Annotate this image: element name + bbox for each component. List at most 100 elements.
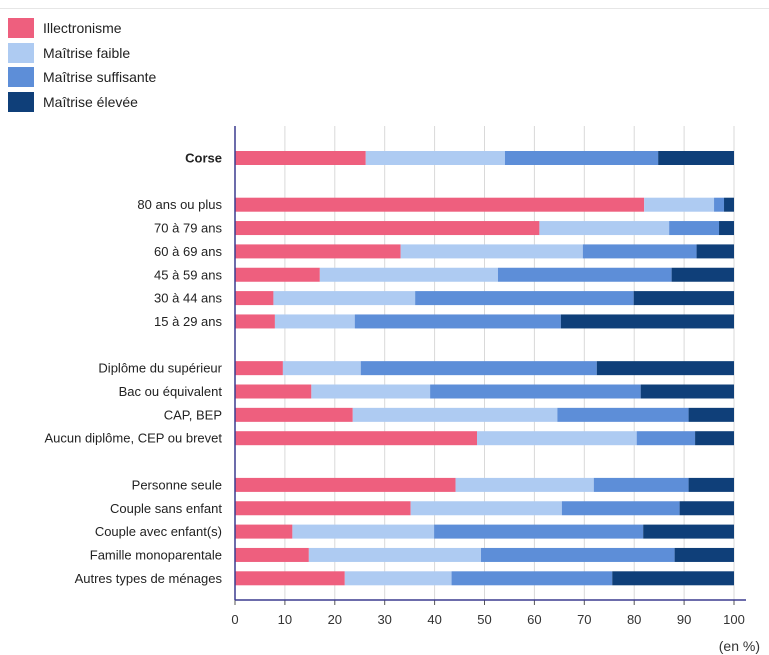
x-tick-label: 80 (627, 612, 641, 627)
bar-segment-3 (669, 221, 720, 236)
bar-segment-3 (557, 407, 689, 422)
x-tick-label: 10 (278, 612, 292, 627)
chart-legend: Illectronisme Maîtrise faible Maîtrise s… (8, 16, 156, 114)
legend-label: Maîtrise élevée (43, 93, 138, 110)
bar-segment-3 (451, 571, 613, 586)
bar-segment-2 (274, 314, 355, 329)
bar-segment-2 (308, 547, 482, 562)
bar-segment-2 (292, 524, 435, 539)
bar-segment-4 (719, 221, 734, 236)
bar-segment-4 (596, 361, 734, 376)
category-label: Diplôme du supérieur (98, 361, 222, 376)
bar-segment-4 (643, 524, 734, 539)
category-label: 70 à 79 ans (154, 221, 222, 236)
bar-segment-4 (674, 547, 734, 562)
legend-swatch (8, 42, 34, 63)
legend-item-maitrise-faible: Maîtrise faible (8, 41, 156, 66)
axis-layer (234, 126, 746, 605)
bar-segment-1 (235, 151, 366, 165)
bar-segment-4 (640, 384, 734, 399)
legend-swatch (8, 91, 34, 112)
x-tick-label: 20 (328, 612, 342, 627)
bar-segment-1 (235, 197, 645, 212)
bar-segment-2 (539, 221, 670, 236)
bar-segment-4 (612, 571, 734, 586)
bar-segment-1 (235, 501, 411, 516)
legend-item-maitrise-elevee: Maîtrise élevée (8, 90, 156, 115)
bar-segment-2 (400, 244, 583, 259)
bar-segment-3 (360, 361, 597, 376)
bar-segment-4 (560, 314, 734, 329)
category-label: 80 ans ou plus (137, 197, 222, 212)
bar-segment-3 (430, 384, 641, 399)
labels-layer: 0 10 20 30 40 50 60 70 80 90 100 Corse 80 ans ou plu… (44, 151, 744, 628)
bar-segment-3 (561, 501, 680, 516)
category-label: Bac ou équivalent (119, 384, 223, 399)
bar-segment-2 (477, 431, 637, 446)
category-label: Famille monoparentale (90, 547, 222, 562)
bar-segment-3 (582, 244, 697, 259)
bar-segment-3 (593, 477, 689, 492)
bar-segment-4 (679, 501, 734, 516)
bar-segment-2 (311, 384, 431, 399)
bar-segment-1 (235, 431, 478, 446)
category-label: 45 à 59 ans (154, 267, 222, 282)
x-tick-label: 50 (477, 612, 491, 627)
bar-segment-1 (235, 477, 456, 492)
bar-segment-1 (235, 524, 293, 539)
bar-segment-2 (644, 197, 715, 212)
top-divider (0, 8, 769, 9)
bar-segment-2 (282, 361, 361, 376)
category-label: 15 à 29 ans (154, 314, 222, 329)
bar-segment-2 (410, 501, 562, 516)
bar-segment-3 (415, 291, 634, 306)
category-label: Autres types de ménages (75, 571, 223, 586)
legend-label: Illectronisme (43, 20, 122, 37)
bar-segment-4 (688, 407, 734, 422)
category-label: 60 à 69 ans (154, 244, 222, 259)
bar-segment-4 (633, 291, 734, 306)
bar-segment-1 (235, 384, 312, 399)
bar-segment-3 (497, 267, 672, 282)
bar-segment-2 (455, 477, 594, 492)
bar-segment-1 (235, 314, 275, 329)
bar-segment-1 (235, 221, 540, 236)
bar-segment-2 (319, 267, 498, 282)
category-label: Personne seule (132, 477, 222, 492)
x-tick-label: 30 (377, 612, 391, 627)
x-tick-label: 60 (527, 612, 541, 627)
unit-label: (en %) (719, 638, 760, 654)
category-label: Couple avec enfant(s) (95, 524, 222, 539)
bar-segment-1 (235, 407, 353, 422)
bar-segment-4 (724, 197, 734, 212)
x-tick-label: 70 (577, 612, 591, 627)
bar-segment-2 (273, 291, 416, 306)
bar-segment-4 (671, 267, 734, 282)
bar-segment-3 (636, 431, 696, 446)
x-tick-label: 0 (231, 612, 238, 627)
bar-segment-1 (235, 291, 274, 306)
bar-segment-4 (696, 244, 734, 259)
legend-item-illectronisme: Illectronisme (8, 16, 156, 41)
bar-segment-1 (235, 361, 283, 376)
legend-label: Maîtrise faible (43, 44, 131, 61)
legend-item-maitrise-suffisante: Maîtrise suffisante (8, 65, 156, 90)
x-tick-label: 40 (427, 612, 441, 627)
bar-segment-3 (481, 547, 675, 562)
x-tick-label: 100 (723, 612, 745, 627)
bar-segment-2 (352, 407, 558, 422)
bar-segment-2 (365, 151, 505, 165)
category-label: Aucun diplôme, CEP ou brevet (44, 431, 222, 446)
category-label: 30 à 44 ans (154, 291, 222, 306)
bar-segment-1 (235, 267, 320, 282)
bar-segment-4 (658, 151, 734, 165)
bar-segment-1 (235, 244, 401, 259)
bar-segment-4 (695, 431, 734, 446)
legend-swatch (8, 18, 34, 39)
bar-segment-3 (504, 151, 659, 165)
legend-label: Maîtrise suffisante (43, 69, 157, 86)
legend-swatch (8, 67, 34, 88)
category-label: Couple sans enfant (110, 501, 222, 516)
x-tick-label: 90 (677, 612, 691, 627)
